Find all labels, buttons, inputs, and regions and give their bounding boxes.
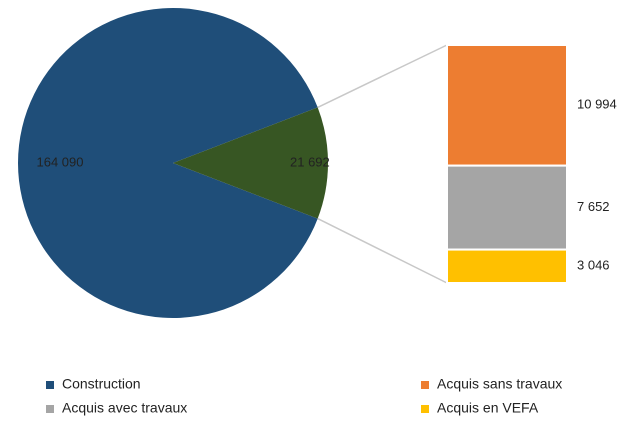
legend-swatch: [421, 381, 429, 389]
bar-segment: [446, 44, 568, 167]
connector: [317, 44, 448, 109]
legend-swatch: [46, 405, 54, 413]
legend-swatch: [46, 381, 54, 389]
legend-label: Acquis avec travaux: [62, 400, 187, 416]
pie-slice: [17, 8, 318, 318]
slice-label: 164 090: [37, 154, 84, 169]
bar-label: 3 046: [577, 258, 610, 273]
bar-segment: [446, 164, 568, 251]
legend-label: Acquis sans travaux: [437, 376, 562, 392]
connector: [317, 217, 448, 284]
legend-label: Acquis en VEFA: [437, 400, 539, 416]
legend-label: Construction: [62, 376, 141, 392]
legend-swatch: [421, 405, 429, 413]
slice-label: 21 692: [290, 154, 330, 169]
pie-slice: [173, 107, 329, 219]
bar-segment: [446, 248, 568, 285]
bar-label: 10 994: [577, 97, 617, 112]
bar-label: 7 652: [577, 199, 610, 214]
